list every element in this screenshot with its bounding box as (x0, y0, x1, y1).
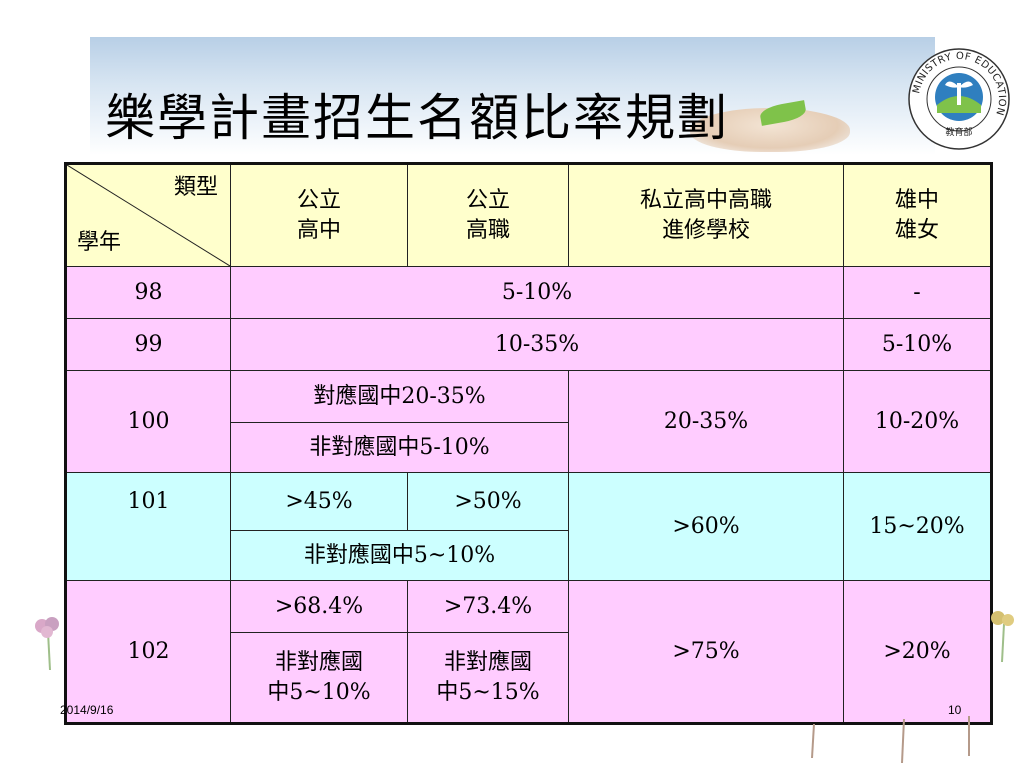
enrollment-ratio-table: 類型 學年 公立 高中 公立 高職 私立高中高職 進修學校 雄中 雄女 98 5-10%… (64, 162, 993, 725)
ratio-cell: >50% (407, 472, 569, 531)
year-cell: 101 (66, 472, 231, 581)
ratio-cell: 非對應國中5-10% (230, 422, 569, 473)
flower-decoration-icon (968, 716, 970, 756)
table-row: 非對應國 中5~10% 非對應國 中5~15% (67, 632, 991, 723)
slide-page-number: 10 (948, 703, 962, 717)
year-cell: 99 (66, 318, 231, 371)
col-header-public-vocational: 公立 高職 (407, 164, 569, 267)
col-header-private-schools: 私立高中高職 進修學校 (568, 164, 844, 267)
year-cell: 102 (66, 580, 231, 723)
ratio-cell: >68.4% (230, 580, 408, 633)
table-row: 101 >45% >50% >60% 15~20% (66, 472, 991, 581)
ratio-cell: >45% (230, 472, 408, 531)
slide-date: 2014/9/16 (60, 703, 114, 717)
svg-text:教育部: 教育部 (945, 126, 972, 138)
table-row: 98 5-10% - (66, 266, 991, 319)
ratio-cell: 對應國中20-35% (230, 370, 569, 423)
ratio-cell: 5-10% (843, 318, 991, 371)
corner-type-label: 類型 (173, 175, 218, 200)
ratio-cell: >20% (843, 580, 991, 723)
corner-header-cell: 類型 學年 (66, 164, 231, 267)
ratio-cell: - (843, 266, 991, 319)
slide-title: 樂學計畫招生名額比率規劃 (105, 89, 729, 147)
ratio-cell: >73.4% (407, 580, 569, 633)
col-header-public-high: 公立 高中 (230, 164, 408, 267)
table-row: 非對應國中5~10% (67, 530, 991, 581)
ratio-cell: 10-20% (843, 370, 991, 473)
year-cell: 100 (66, 370, 231, 473)
ratio-cell: 10-35% (230, 318, 844, 371)
ratio-cell: 非對應國中5~10% (230, 530, 569, 581)
ratio-cell: >60% (568, 472, 844, 581)
year-cell: 98 (66, 266, 231, 319)
table-row: 100 對應國中20-35% 20-35% 10-20% (66, 370, 991, 473)
ratio-cell: 15~20% (843, 472, 991, 581)
flower-decoration-icon (901, 718, 905, 764)
table-header-row: 類型 學年 公立 高中 公立 高職 私立高中高職 進修學校 雄中 雄女 (66, 164, 991, 267)
ministry-of-education-logo-icon: MINISTRY OF EDUCATION 教育部 (908, 48, 1010, 150)
ratio-cell: 非對應國 中5~15% (407, 632, 569, 723)
table-row: 99 10-35% 5-10% (66, 318, 991, 371)
ratio-cell: 20-35% (568, 370, 844, 473)
col-header-kaohsiung-schools: 雄中 雄女 (843, 164, 991, 267)
ratio-cell: 5-10% (230, 266, 844, 319)
flower-decoration-icon (35, 617, 59, 671)
ratio-cell: 非對應國中5~10% (230, 632, 408, 723)
flower-decoration-icon (811, 723, 815, 759)
flower-decoration-icon (991, 611, 1014, 663)
corner-year-label: 學年 (77, 230, 122, 255)
table-row: 102 >68.4% >73.4% >75% >20% (66, 580, 991, 723)
ratio-cell: >75% (568, 580, 844, 723)
